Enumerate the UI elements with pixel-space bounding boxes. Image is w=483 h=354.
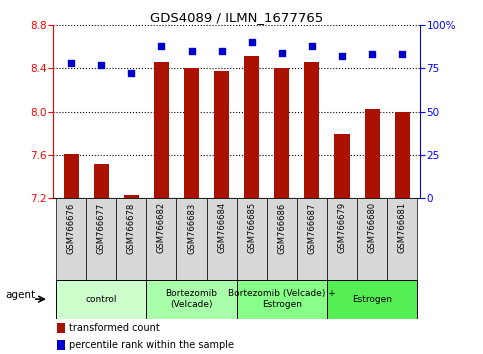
- Bar: [365, 109, 380, 198]
- Text: GSM766687: GSM766687: [307, 202, 316, 253]
- Bar: [207, 198, 237, 280]
- Point: [218, 48, 226, 53]
- Bar: [86, 198, 116, 280]
- Text: GSM766677: GSM766677: [97, 202, 106, 253]
- Title: GDS4089 / ILMN_1677765: GDS4089 / ILMN_1677765: [150, 11, 323, 24]
- Bar: [56, 198, 86, 280]
- Text: GSM766682: GSM766682: [157, 202, 166, 253]
- Text: agent: agent: [5, 290, 35, 300]
- Bar: [395, 112, 410, 198]
- Bar: [304, 62, 319, 198]
- Text: GSM766676: GSM766676: [67, 202, 76, 253]
- Bar: [57, 323, 65, 333]
- Text: Bortezomib
(Velcade): Bortezomib (Velcade): [166, 290, 217, 309]
- Bar: [57, 340, 65, 350]
- Point: [67, 60, 75, 66]
- Bar: [334, 134, 350, 198]
- Bar: [94, 164, 109, 198]
- Text: GSM766681: GSM766681: [398, 202, 407, 253]
- Point: [338, 53, 346, 59]
- Point: [398, 51, 406, 57]
- Bar: [154, 62, 169, 198]
- Text: GSM766684: GSM766684: [217, 202, 226, 253]
- Bar: [176, 198, 207, 280]
- Bar: [184, 68, 199, 198]
- Point: [308, 43, 316, 48]
- Bar: [387, 198, 417, 280]
- Bar: [274, 68, 289, 198]
- Text: GSM766679: GSM766679: [338, 202, 346, 253]
- Bar: [146, 280, 237, 319]
- Bar: [237, 280, 327, 319]
- Bar: [327, 280, 417, 319]
- Bar: [116, 198, 146, 280]
- Text: GSM766685: GSM766685: [247, 202, 256, 253]
- Text: Estrogen: Estrogen: [352, 295, 392, 304]
- Text: transformed count: transformed count: [69, 323, 159, 333]
- Point: [98, 62, 105, 68]
- Text: GSM766680: GSM766680: [368, 202, 377, 253]
- Point: [188, 48, 196, 53]
- Bar: [56, 280, 146, 319]
- Bar: [237, 198, 267, 280]
- Bar: [297, 198, 327, 280]
- Bar: [267, 198, 297, 280]
- Point: [278, 50, 285, 55]
- Point: [157, 43, 165, 48]
- Bar: [244, 56, 259, 198]
- Point: [248, 39, 256, 45]
- Bar: [327, 198, 357, 280]
- Text: GSM766678: GSM766678: [127, 202, 136, 253]
- Bar: [64, 154, 79, 198]
- Bar: [146, 198, 176, 280]
- Point: [368, 51, 376, 57]
- Text: GSM766686: GSM766686: [277, 202, 286, 253]
- Bar: [124, 195, 139, 198]
- Text: GSM766683: GSM766683: [187, 202, 196, 253]
- Point: [128, 70, 135, 76]
- Text: Bortezomib (Velcade) +
Estrogen: Bortezomib (Velcade) + Estrogen: [228, 290, 336, 309]
- Bar: [214, 72, 229, 198]
- Text: control: control: [85, 295, 117, 304]
- Text: percentile rank within the sample: percentile rank within the sample: [69, 340, 234, 350]
- Bar: [357, 198, 387, 280]
